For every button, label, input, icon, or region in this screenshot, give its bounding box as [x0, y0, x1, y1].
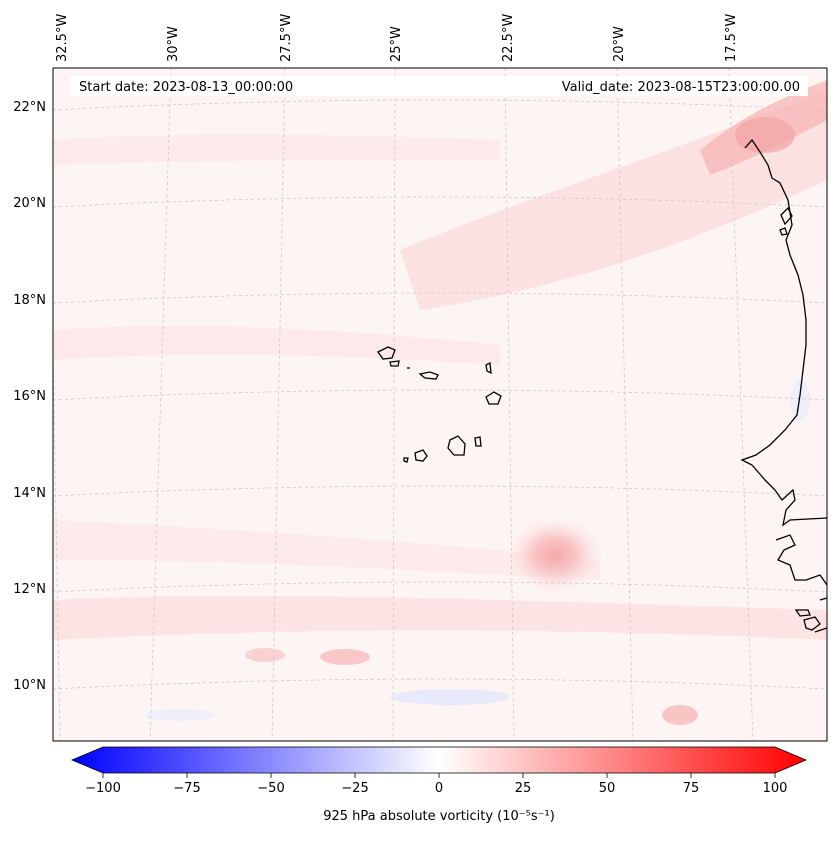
- map-panel: [53, 68, 827, 741]
- colorbar-tick-label: −25: [341, 781, 368, 796]
- negative-vorticity-patch: [790, 380, 810, 420]
- colorbar-tick-label: −50: [257, 781, 284, 796]
- valid-date-label: Valid_date: 2023-08-15T23:00:00.00: [562, 80, 800, 95]
- colorbar-tick-label: −75: [173, 781, 200, 796]
- vorticity-maximum: [662, 705, 698, 725]
- coastline-inlet: [779, 206, 793, 236]
- cape-verde-islands: [377, 346, 502, 463]
- lon-label-27-5w: 27.5°W: [279, 14, 294, 62]
- colorbar-tick-label: 50: [599, 781, 616, 796]
- date-banner: [70, 76, 808, 96]
- colorbar-tick-label: 25: [515, 781, 532, 796]
- lat-label-12n: 12°N: [13, 582, 46, 597]
- map-frame: [52, 67, 828, 742]
- colorbar-tick-label: 100: [763, 781, 788, 796]
- lat-label-16n: 16°N: [13, 389, 46, 404]
- start-date-label: Start date: 2023-08-13_00:00:00: [79, 80, 293, 95]
- vorticity-maximum: [507, 517, 603, 593]
- colorbar-tick-label: 0: [435, 781, 443, 796]
- lon-label-30w: 30°W: [166, 26, 181, 62]
- lat-label-22n: 22°N: [13, 100, 46, 115]
- vorticity-maximum: [245, 648, 285, 662]
- african-coastline: [740, 138, 827, 633]
- lat-label-10n: 10°N: [13, 678, 46, 693]
- vorticity-maximum: [320, 649, 370, 665]
- lat-label-14n: 14°N: [13, 486, 46, 501]
- positive-vorticity-band: [53, 520, 600, 580]
- lat-label-20n: 20°N: [13, 196, 46, 211]
- lon-label-32-5w: 32.5°W: [55, 14, 70, 62]
- positive-vorticity-band: [53, 325, 500, 365]
- positive-vorticity-band: [53, 595, 827, 640]
- positive-vorticity-band: [53, 134, 500, 165]
- colorbar: −100 −75 −50 −25 0 25 50 75 100 925 hPa absolute…: [70, 746, 808, 824]
- negative-vorticity-patch: [145, 709, 215, 721]
- colorbar-bar: [70, 746, 808, 774]
- lon-label-20w: 20°W: [612, 26, 627, 62]
- colorbar-tick-label: 75: [683, 781, 700, 796]
- vorticity-maximum: [735, 117, 795, 153]
- negative-vorticity-patch: [390, 689, 510, 705]
- colorbar-tick-label: −100: [85, 781, 121, 796]
- lon-label-17-5w: 17.5°W: [724, 14, 739, 62]
- colorbar-label: 925 hPa absolute vorticity (10⁻⁵s⁻¹): [323, 809, 555, 824]
- colorbar-ticks: −100 −75 −50 −25 0 25 50 75 100: [85, 773, 787, 796]
- lon-label-22-5w: 22.5°W: [501, 14, 516, 62]
- lon-label-25w: 25°W: [389, 26, 404, 62]
- gridlines: [53, 68, 827, 741]
- lat-label-18n: 18°N: [13, 293, 46, 308]
